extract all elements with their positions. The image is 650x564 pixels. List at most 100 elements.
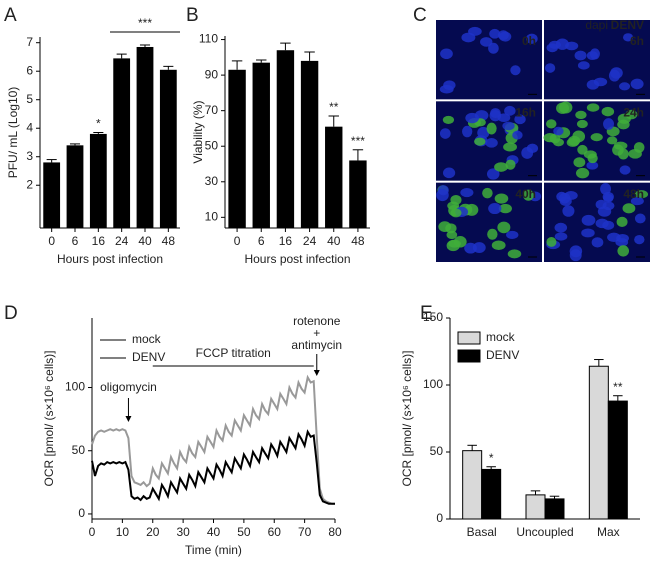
cell xyxy=(573,157,586,168)
cell xyxy=(474,137,486,146)
y-tick-label: 50 xyxy=(430,444,444,458)
y-tick-label: 2 xyxy=(26,177,33,191)
x-tick-label: 0 xyxy=(89,525,96,539)
y-tick-label: 100 xyxy=(65,380,85,394)
cell xyxy=(543,133,557,143)
cell xyxy=(564,191,578,200)
panel-letter: A xyxy=(4,5,17,26)
cell xyxy=(450,194,462,205)
y-axis-label: Viability (%) xyxy=(191,100,205,163)
cell xyxy=(502,121,515,131)
bar xyxy=(462,450,483,520)
x-tick-label: 6 xyxy=(258,234,265,248)
significance: *** xyxy=(351,134,365,148)
y-tick-label: 4 xyxy=(26,120,33,134)
cell xyxy=(576,119,588,129)
cell xyxy=(489,28,501,39)
x-tick-label: 40 xyxy=(138,234,152,248)
cell xyxy=(450,208,462,218)
x-tick-label: 16 xyxy=(279,234,293,248)
cell xyxy=(460,188,474,198)
cell xyxy=(442,167,456,179)
cell xyxy=(553,138,564,147)
cell xyxy=(589,48,600,60)
cell xyxy=(514,114,526,125)
cell xyxy=(575,110,587,120)
bar xyxy=(159,69,177,228)
timepoint-label: 0h xyxy=(522,34,536,48)
bar xyxy=(228,69,246,229)
cell xyxy=(574,50,587,61)
y-tick-label: 90 xyxy=(205,67,219,81)
cell xyxy=(583,150,597,159)
cell xyxy=(439,84,454,94)
cell xyxy=(556,102,570,114)
cell xyxy=(622,203,636,214)
cell xyxy=(482,187,493,199)
x-tick-label: 80 xyxy=(328,525,342,539)
cell xyxy=(504,105,516,116)
x-axis-label: Time (min) xyxy=(185,543,242,557)
x-tick-label: Max xyxy=(597,525,620,539)
x-tick-label: 48 xyxy=(162,234,176,248)
cell xyxy=(569,249,582,262)
cell xyxy=(603,193,614,203)
cell xyxy=(554,232,568,241)
panel-letter: E xyxy=(420,303,433,324)
cell xyxy=(439,128,451,139)
arrow-head xyxy=(313,370,320,376)
legend-label: mock xyxy=(132,332,162,346)
x-tick-label: 40 xyxy=(207,525,221,539)
cell xyxy=(522,189,534,201)
x-axis-label: Hours post infection xyxy=(244,252,350,266)
cell xyxy=(601,106,615,117)
cell xyxy=(619,82,631,91)
cell xyxy=(465,203,479,216)
panel-letter: D xyxy=(4,303,18,324)
cell xyxy=(526,143,539,154)
legend-label: dapi xyxy=(585,18,608,32)
x-tick-label: 20 xyxy=(146,525,160,539)
panel-letter: B xyxy=(186,5,199,26)
x-tick-label: 16 xyxy=(92,234,106,248)
cell xyxy=(489,110,502,122)
annotation: oligomycin xyxy=(100,380,157,394)
cell xyxy=(553,126,564,136)
y-tick-label: 150 xyxy=(423,310,443,324)
cell xyxy=(494,193,509,204)
cell xyxy=(503,142,517,152)
cell xyxy=(442,115,455,124)
bar xyxy=(325,126,343,228)
legend-label: DENV xyxy=(486,348,519,362)
cell xyxy=(491,240,506,251)
x-tick-label: 50 xyxy=(237,525,251,539)
x-tick-label: 24 xyxy=(303,234,317,248)
cell xyxy=(440,48,453,60)
legend-label: DENV xyxy=(132,350,165,364)
y-axis-label: PFU/ mL (Log10) xyxy=(6,87,20,179)
timepoint-label: 48h xyxy=(623,187,644,201)
x-tick-label: 0 xyxy=(48,234,55,248)
cell xyxy=(610,67,623,79)
cell xyxy=(581,214,596,226)
legend-label: mock xyxy=(486,330,516,344)
cell xyxy=(448,239,461,248)
cell xyxy=(445,223,457,234)
y-axis-label: OCR [pmol/ (s×10⁶ cells)] xyxy=(42,351,56,487)
cell xyxy=(586,103,600,112)
cell xyxy=(546,237,557,247)
legend-label: DENV xyxy=(611,18,644,32)
significance: * xyxy=(96,117,101,131)
cell xyxy=(546,119,557,129)
bar xyxy=(113,58,131,228)
cell xyxy=(602,220,615,230)
cell xyxy=(603,118,615,130)
cell xyxy=(586,161,599,170)
bar xyxy=(300,60,319,229)
cell xyxy=(548,40,561,49)
cell xyxy=(616,216,628,227)
x-tick-label: 0 xyxy=(234,234,241,248)
cell xyxy=(562,205,575,217)
cell xyxy=(486,122,497,135)
